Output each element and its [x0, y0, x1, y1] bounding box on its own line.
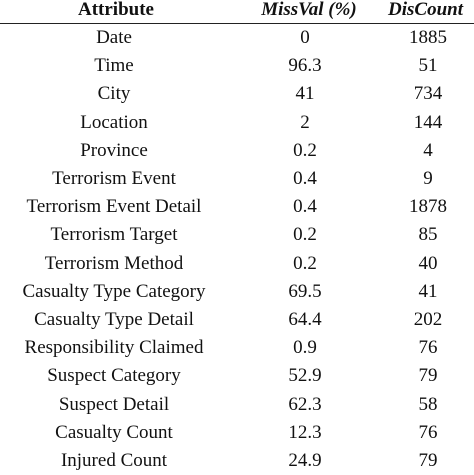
- cell-attribute: City: [0, 80, 232, 108]
- cell-missval: 96.3: [232, 52, 378, 80]
- cell-discount: 4: [378, 137, 474, 165]
- cell-attribute: Terrorism Target: [0, 221, 232, 249]
- table-row: Suspect Detail 62.3 58: [0, 391, 474, 419]
- cell-missval: 0.4: [232, 193, 378, 221]
- cell-discount: 58: [378, 391, 474, 419]
- cell-attribute: Responsibility Claimed: [0, 334, 232, 362]
- cell-discount: 144: [378, 109, 474, 137]
- cell-missval: 0.4: [232, 165, 378, 193]
- table-row: Terrorism Target 0.2 85: [0, 221, 474, 249]
- header-missval: MissVal (%): [232, 0, 378, 24]
- table-row: Province 0.2 4: [0, 137, 474, 165]
- cell-missval: 69.5: [232, 278, 378, 306]
- cell-discount: 9: [378, 165, 474, 193]
- table-row: City 41 734: [0, 80, 474, 108]
- cell-attribute: Terrorism Method: [0, 250, 232, 278]
- cell-missval: 62.3: [232, 391, 378, 419]
- cell-missval: 2: [232, 109, 378, 137]
- cell-attribute: Province: [0, 137, 232, 165]
- cell-attribute: Suspect Category: [0, 362, 232, 390]
- table-row: Responsibility Claimed 0.9 76: [0, 334, 474, 362]
- cell-missval: 0: [232, 24, 378, 53]
- cell-discount: 202: [378, 306, 474, 334]
- cell-attribute: Casualty Count: [0, 419, 232, 447]
- header-attribute: Attribute: [0, 0, 232, 24]
- cell-missval: 41: [232, 80, 378, 108]
- cell-missval: 0.2: [232, 221, 378, 249]
- cell-discount: 76: [378, 419, 474, 447]
- table-row: Terrorism Method 0.2 40: [0, 250, 474, 278]
- table-body: Date 0 1885 Time 96.3 51 City 41 734 Loc…: [0, 24, 474, 475]
- table-row: Date 0 1885: [0, 24, 474, 53]
- cell-attribute: Casualty Type Category: [0, 278, 232, 306]
- cell-missval: 0.2: [232, 250, 378, 278]
- cell-attribute: Terrorism Event Detail: [0, 193, 232, 221]
- cell-missval: 12.3: [232, 419, 378, 447]
- cell-attribute: Casualty Type Detail: [0, 306, 232, 334]
- table-row: Time 96.3 51: [0, 52, 474, 80]
- cell-attribute: Suspect Detail: [0, 391, 232, 419]
- cell-discount: 79: [378, 447, 474, 475]
- table-row: Location 2 144: [0, 109, 474, 137]
- cell-missval: 52.9: [232, 362, 378, 390]
- cell-discount: 51: [378, 52, 474, 80]
- table-row: Casualty Type Category 69.5 41: [0, 278, 474, 306]
- table-header: Attribute MissVal (%) DisCount: [0, 0, 474, 24]
- cell-discount: 76: [378, 334, 474, 362]
- cell-discount: 41: [378, 278, 474, 306]
- cell-attribute: Time: [0, 52, 232, 80]
- table-row: Injured Count 24.9 79: [0, 447, 474, 475]
- cell-discount: 734: [378, 80, 474, 108]
- cell-attribute: Injured Count: [0, 447, 232, 475]
- cell-discount: 1878: [378, 193, 474, 221]
- cell-attribute: Date: [0, 24, 232, 53]
- cell-attribute: Terrorism Event: [0, 165, 232, 193]
- table-row: Casualty Count 12.3 76: [0, 419, 474, 447]
- table-row: Suspect Category 52.9 79: [0, 362, 474, 390]
- cell-missval: 24.9: [232, 447, 378, 475]
- table-row: Terrorism Event Detail 0.4 1878: [0, 193, 474, 221]
- cell-attribute: Location: [0, 109, 232, 137]
- cell-discount: 40: [378, 250, 474, 278]
- cell-missval: 0.9: [232, 334, 378, 362]
- header-row: Attribute MissVal (%) DisCount: [0, 0, 474, 24]
- cell-discount: 85: [378, 221, 474, 249]
- cell-discount: 1885: [378, 24, 474, 53]
- cell-missval: 0.2: [232, 137, 378, 165]
- header-discount: DisCount: [378, 0, 474, 24]
- table-row: Terrorism Event 0.4 9: [0, 165, 474, 193]
- cell-missval: 64.4: [232, 306, 378, 334]
- cell-discount: 79: [378, 362, 474, 390]
- table-row: Casualty Type Detail 64.4 202: [0, 306, 474, 334]
